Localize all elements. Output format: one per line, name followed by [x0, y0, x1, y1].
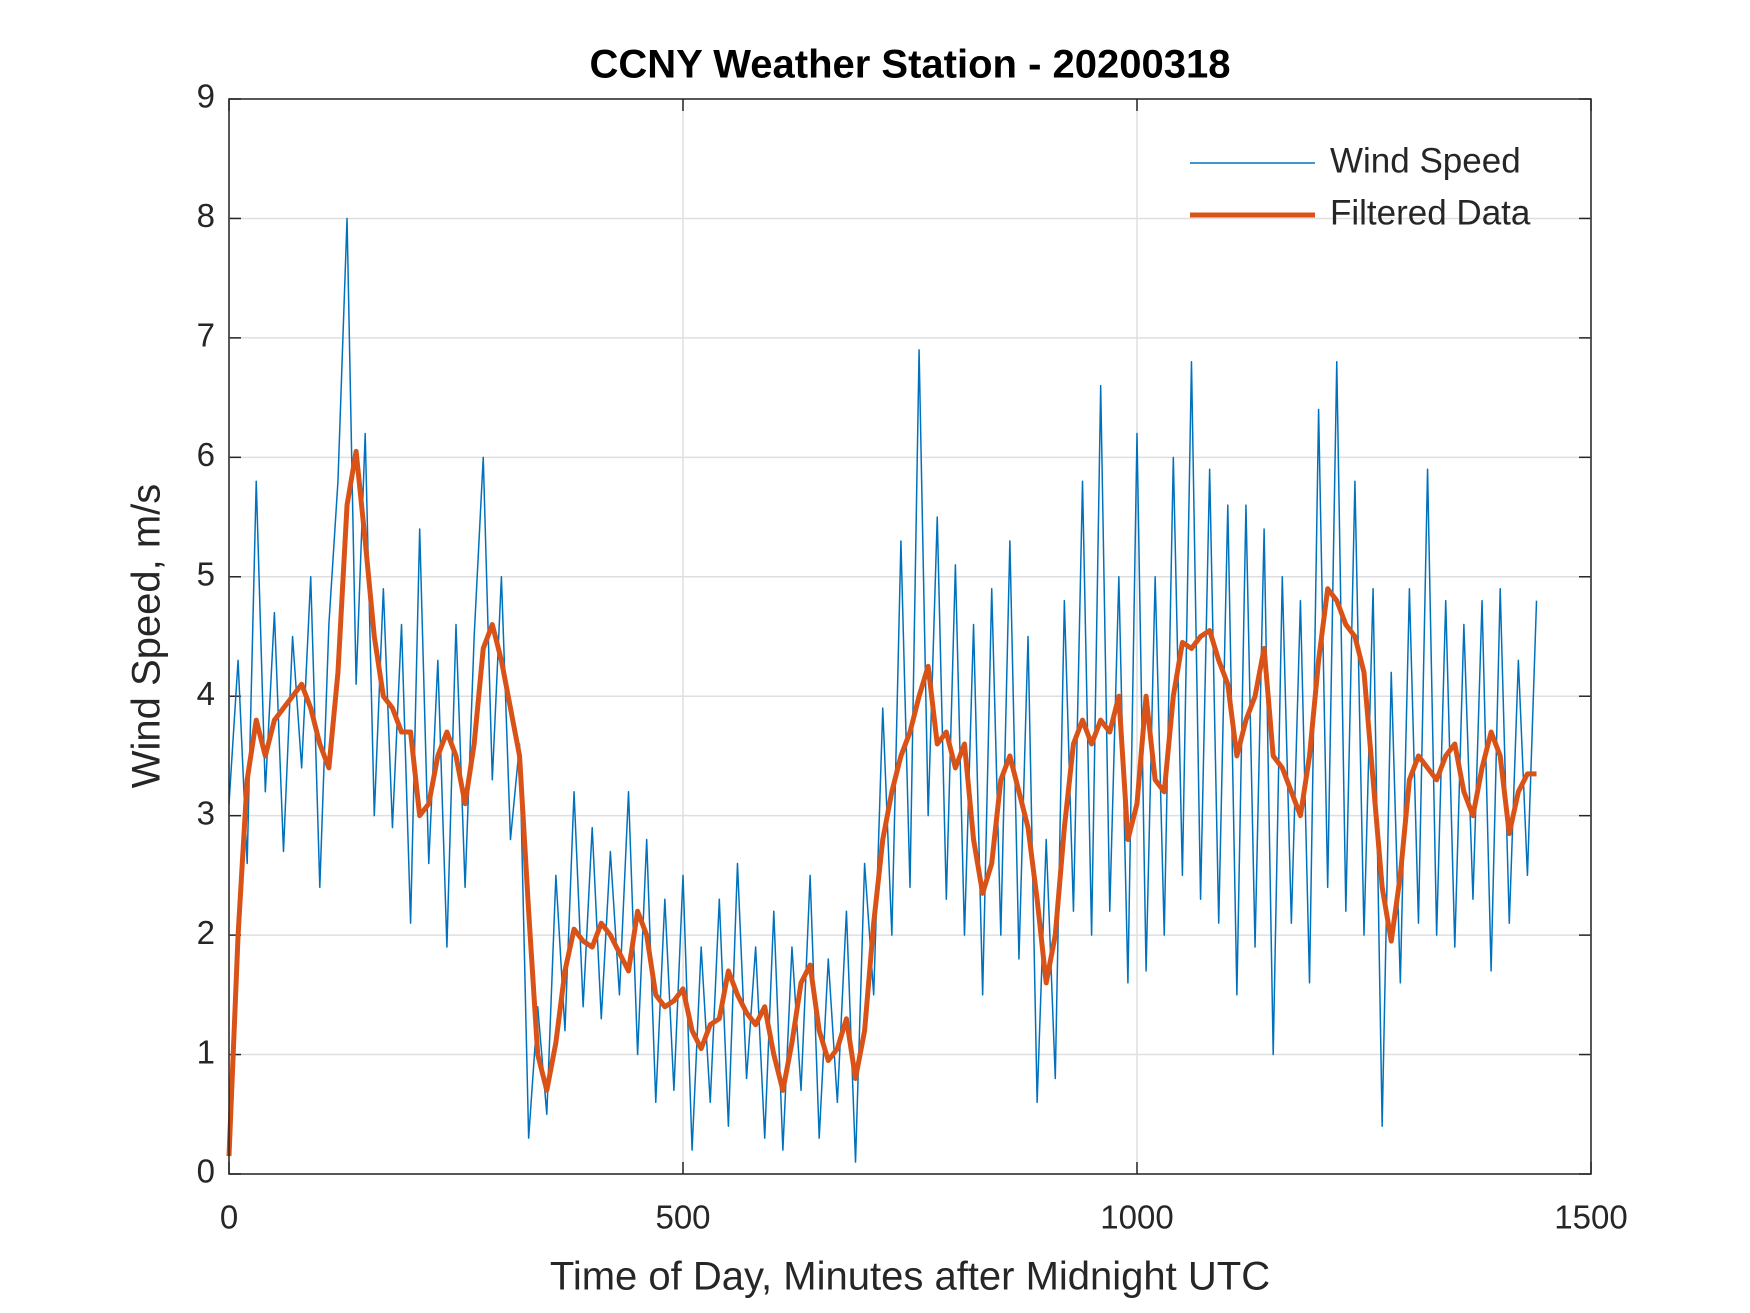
y-tick-label: 8 — [197, 197, 215, 234]
y-tick-label: 7 — [197, 317, 215, 354]
y-tick-label: 1 — [197, 1033, 215, 1070]
legend-label: Wind Speed — [1330, 141, 1521, 180]
data-line — [226, 448, 1537, 1157]
legend-label: Filtered Data — [1330, 193, 1531, 232]
y-tick-label: 2 — [197, 914, 215, 951]
x-axis-label: Time of Day, Minutes after Midnight UTC — [550, 1255, 1270, 1299]
plot-area — [229, 99, 1591, 1174]
chart-title: CCNY Weather Station - 20200318 — [590, 43, 1231, 87]
x-tick-label: 1500 — [1554, 1199, 1627, 1236]
y-tick-label: 5 — [197, 555, 215, 592]
x-tick-label: 0 — [220, 1199, 238, 1236]
x-tick-label: 1000 — [1100, 1199, 1173, 1236]
x-tick-label: 500 — [655, 1199, 710, 1236]
y-tick-label: 6 — [197, 436, 215, 473]
y-tick-label: 3 — [197, 794, 215, 831]
y-axis-label: Wind Speed, m/s — [125, 484, 169, 789]
y-tick-label: 4 — [197, 675, 215, 712]
axes-box — [228, 98, 1592, 1175]
y-tick-label: 9 — [197, 78, 215, 115]
y-tick-label: 0 — [197, 1153, 215, 1190]
data-line — [228, 217, 1538, 1163]
